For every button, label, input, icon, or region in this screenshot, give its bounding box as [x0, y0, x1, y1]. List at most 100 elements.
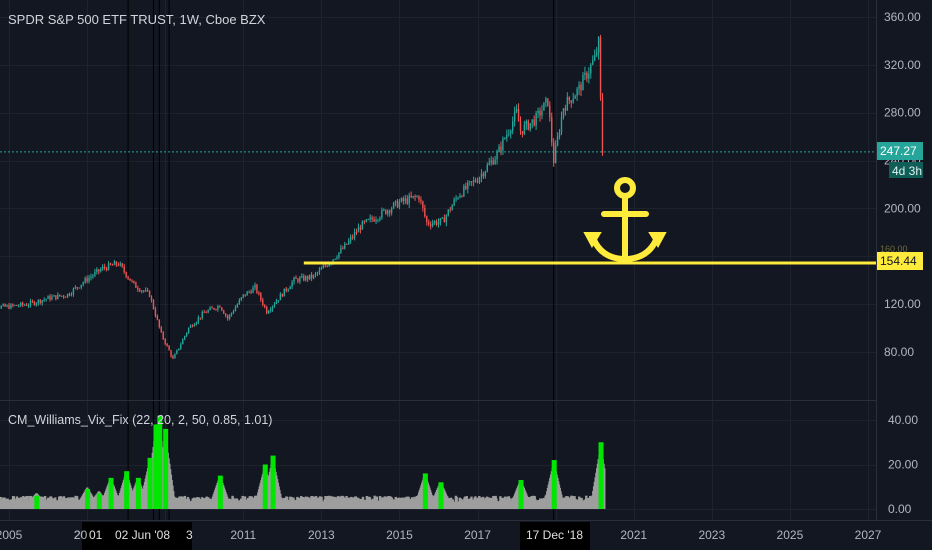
candle-body	[62, 295, 65, 297]
price-axis[interactable]: 80.00120.00200.00240.00280.00320.00360.0…	[884, 10, 921, 359]
candle-body	[310, 274, 313, 279]
candle-body	[428, 222, 430, 225]
time-tick-label: 2017	[464, 528, 491, 542]
candle-body	[289, 287, 291, 290]
candle-body	[402, 198, 405, 202]
candle-body	[23, 304, 26, 306]
candle-body	[299, 277, 301, 282]
vix-spike-bar	[157, 415, 163, 509]
candle-body	[305, 276, 307, 281]
candle-body	[273, 303, 276, 307]
candle-body	[385, 209, 387, 215]
candle-body	[488, 162, 490, 165]
candle-body	[574, 95, 576, 99]
candle-body	[492, 160, 494, 165]
candle-body	[576, 88, 578, 96]
candle-body	[180, 344, 182, 349]
candle-body	[223, 310, 225, 314]
candle-body	[408, 195, 410, 204]
candle-body	[267, 311, 270, 314]
price-candles	[0, 34, 604, 360]
time-tick-label: 2005	[0, 528, 23, 542]
candle-body	[82, 282, 84, 285]
candle-body	[64, 296, 67, 298]
candle-body	[72, 288, 75, 295]
candle-body	[584, 72, 586, 75]
candle-body	[143, 290, 145, 292]
candle-body	[252, 287, 254, 293]
candle-body	[137, 287, 139, 290]
candle-body	[387, 210, 389, 215]
candle-body	[100, 269, 102, 272]
candle-body	[148, 290, 151, 297]
countdown-badge: 4d 3h	[889, 162, 923, 178]
candle-body	[467, 182, 469, 189]
candle-body	[400, 198, 403, 202]
candle-body	[185, 332, 188, 336]
candle-body	[115, 261, 118, 265]
candle-body	[217, 306, 219, 310]
candle-body	[441, 217, 444, 219]
candle-body	[10, 304, 12, 309]
candle-body	[4, 304, 6, 307]
candle-body	[6, 305, 8, 307]
candle-body	[308, 274, 311, 280]
candle-body	[593, 55, 596, 61]
vix-spike-bar	[34, 495, 40, 509]
partial-date-right: 3	[186, 528, 193, 542]
candle-body	[49, 296, 51, 300]
candle-body	[176, 350, 178, 355]
time-tick-label: 2013	[308, 528, 335, 542]
candle-body	[209, 307, 211, 311]
candle-body	[396, 200, 399, 208]
candle-body	[277, 300, 280, 302]
candle-body	[592, 60, 594, 65]
candle-body	[256, 284, 258, 293]
candle-body	[92, 275, 94, 277]
candle-body	[437, 222, 440, 225]
vix-spike-bar	[85, 488, 91, 509]
candle-body	[119, 263, 121, 266]
candle-body	[68, 293, 71, 296]
candle-body	[260, 293, 262, 300]
candle-body	[426, 216, 428, 223]
candle-body	[414, 195, 416, 197]
vix-spike-bar	[108, 477, 114, 509]
candle-body	[266, 306, 268, 314]
candle-body	[18, 305, 20, 307]
candle-body	[244, 294, 246, 296]
indicator-axis[interactable]: 0.00 20.00 40.00	[888, 413, 918, 516]
crosshair-date-badge-2: 17 Dec '18	[520, 522, 590, 550]
chart-title: SPDR S&P 500 ETF TRUST, 1W, Cboe BZX	[8, 12, 266, 27]
candle-body	[53, 295, 55, 297]
price-tick-label: 80.00	[884, 345, 914, 359]
candle-body	[332, 259, 334, 263]
candle-body	[184, 335, 186, 340]
candle-body	[166, 343, 168, 346]
vix-spike-bar	[551, 460, 557, 509]
candle-body	[154, 308, 157, 316]
indicator-tick-label: 0.00	[888, 502, 912, 516]
candle-body	[558, 132, 561, 137]
crosshair-date-1: 02 Jun '08	[115, 528, 170, 542]
candle-body	[326, 266, 328, 268]
candle-body	[318, 269, 321, 273]
partial-date-left-2: 20	[74, 528, 88, 542]
candle-body	[463, 185, 465, 197]
candle-body	[250, 291, 252, 293]
candle-body	[388, 210, 391, 213]
candle-body	[570, 100, 572, 103]
candle-body	[102, 266, 104, 270]
candle-body	[480, 173, 483, 178]
price-tick-label: 320.00	[884, 58, 921, 72]
candle-body	[500, 146, 502, 151]
candle-body	[37, 299, 39, 304]
candle-body	[70, 294, 73, 296]
candle-body	[312, 275, 315, 279]
vix-spike-bar	[438, 482, 444, 509]
candle-body	[14, 305, 16, 307]
vix-spike-bar	[262, 464, 268, 509]
candle-body	[45, 298, 47, 300]
candle-body	[55, 295, 57, 299]
